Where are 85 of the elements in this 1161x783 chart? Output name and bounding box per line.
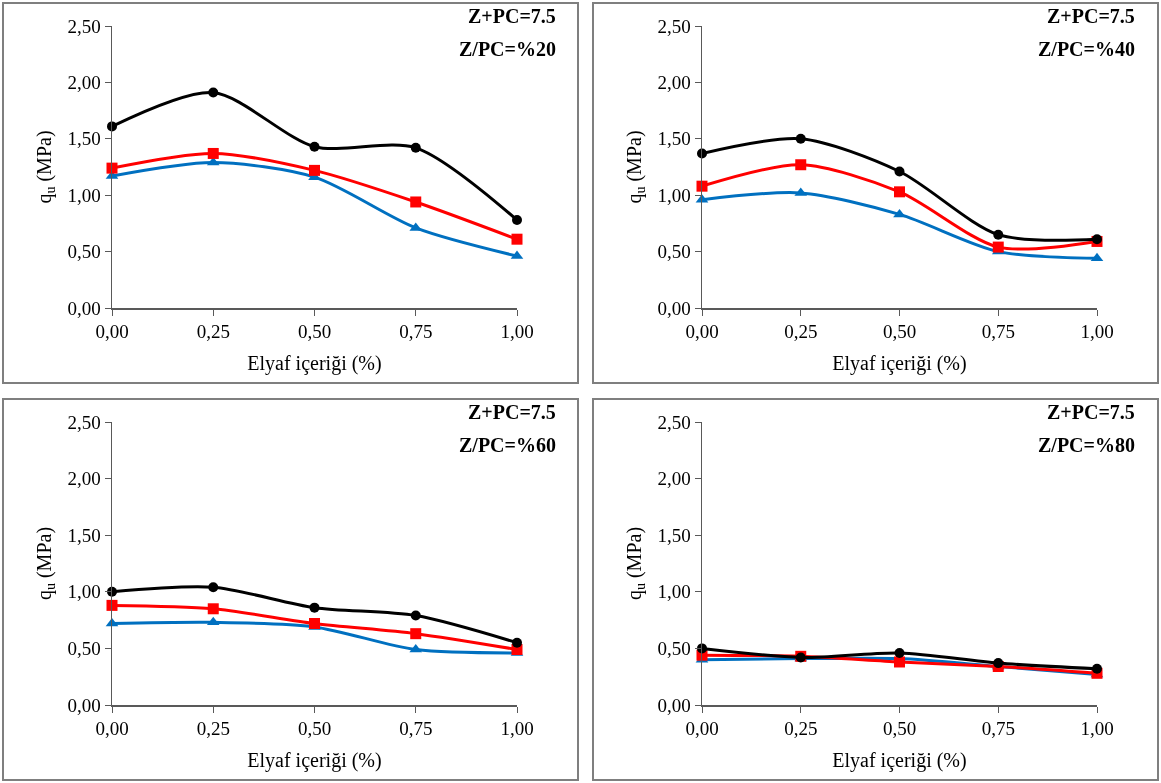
x-tick-label: 0,25 xyxy=(784,718,818,740)
x-tick-label: 0,00 xyxy=(685,321,719,343)
x-axis-title: Elyaf içeriği (%) xyxy=(247,351,382,375)
point xyxy=(511,233,523,245)
y-tick-label: 2,50 xyxy=(67,411,101,433)
x-tick-label: 1,00 xyxy=(1080,718,1114,740)
y-tick-label: 1,50 xyxy=(67,524,101,546)
point xyxy=(106,599,118,611)
y-tick-label: 1,00 xyxy=(67,581,101,603)
point xyxy=(309,602,320,613)
point xyxy=(206,616,220,626)
point xyxy=(207,147,219,159)
point xyxy=(208,582,219,593)
point xyxy=(309,141,320,152)
y-tick-label: 0,50 xyxy=(657,638,691,660)
y-tick-label: 0,00 xyxy=(67,297,101,319)
annotation: Z+PC=7.5 xyxy=(468,5,556,27)
point xyxy=(512,215,522,226)
point xyxy=(992,241,1004,253)
annotation: Z/PC=%40 xyxy=(1038,38,1135,60)
y-tick-label: 1,50 xyxy=(657,524,691,546)
point xyxy=(1090,252,1104,262)
x-tick-label: 0,25 xyxy=(784,321,818,343)
point xyxy=(410,142,421,153)
y-tick-label: 0,00 xyxy=(67,694,101,716)
point xyxy=(410,196,422,208)
y-tick-label: 1,50 xyxy=(67,128,101,150)
y-tick-label: 2,50 xyxy=(657,15,691,37)
point xyxy=(208,87,219,98)
y-tick-label: 1,00 xyxy=(657,184,691,206)
point xyxy=(894,186,905,198)
point xyxy=(106,162,118,174)
x-tick-label: 1,00 xyxy=(500,718,534,740)
x-tick-label: 0,25 xyxy=(196,718,230,740)
y-tick-label: 2,00 xyxy=(657,72,691,94)
x-tick-label: 1,00 xyxy=(500,321,534,343)
x-tick-label: 0,75 xyxy=(981,718,1015,740)
x-axis-title: Elyaf içeriği (%) xyxy=(832,351,967,375)
x-tick-label: 0,50 xyxy=(882,718,917,740)
y-tick-label: 2,00 xyxy=(67,72,101,94)
point xyxy=(894,656,905,668)
point xyxy=(696,180,708,192)
y-tick-label: 2,50 xyxy=(657,411,691,433)
y-tick-label: 0,00 xyxy=(657,694,691,716)
y-tick-label: 0,50 xyxy=(67,241,101,263)
annotation: Z/PC=%60 xyxy=(459,434,556,456)
x-axis-title: Elyaf içeriği (%) xyxy=(247,748,382,772)
point xyxy=(893,208,906,218)
annotation: Z+PC=7.5 xyxy=(468,401,556,423)
x-tick-label: 0,50 xyxy=(297,718,332,740)
x-tick-label: 0,75 xyxy=(981,321,1015,343)
y-tick-label: 2,00 xyxy=(657,468,691,490)
y-tick-label: 2,00 xyxy=(67,468,101,490)
x-tick-label: 0,25 xyxy=(196,321,230,343)
x-tick-label: 0,00 xyxy=(95,718,129,740)
x-tick-label: 0,50 xyxy=(882,321,917,343)
point xyxy=(795,159,807,171)
point xyxy=(894,166,905,177)
point xyxy=(993,229,1004,240)
point xyxy=(795,133,806,144)
point xyxy=(207,603,219,615)
y-tick-label: 0,50 xyxy=(67,638,101,660)
x-tick-label: 0,50 xyxy=(297,321,332,343)
annotation: Z/PC=%80 xyxy=(1038,434,1135,456)
x-axis-title: Elyaf içeriği (%) xyxy=(832,748,967,772)
annotation: Z+PC=7.5 xyxy=(1047,5,1135,27)
x-tick-label: 0,00 xyxy=(95,321,129,343)
point xyxy=(309,164,320,176)
y-tick-label: 1,00 xyxy=(67,184,101,206)
y-tick-label: 1,00 xyxy=(657,581,691,603)
x-tick-label: 0,75 xyxy=(399,321,433,343)
annotation: Z+PC=7.5 xyxy=(1047,401,1135,423)
y-tick-label: 0,50 xyxy=(657,241,691,263)
annotation: Z/PC=%20 xyxy=(459,38,556,60)
x-tick-label: 0,00 xyxy=(685,718,719,740)
point xyxy=(1092,663,1102,674)
x-tick-label: 1,00 xyxy=(1080,321,1114,343)
x-tick-label: 0,75 xyxy=(399,718,433,740)
point xyxy=(512,637,522,648)
y-tick-label: 1,50 xyxy=(657,128,691,150)
point xyxy=(410,628,422,640)
point xyxy=(894,647,905,658)
y-tick-label: 2,50 xyxy=(67,15,101,37)
point xyxy=(410,610,421,621)
y-tick-label: 0,00 xyxy=(657,297,691,319)
